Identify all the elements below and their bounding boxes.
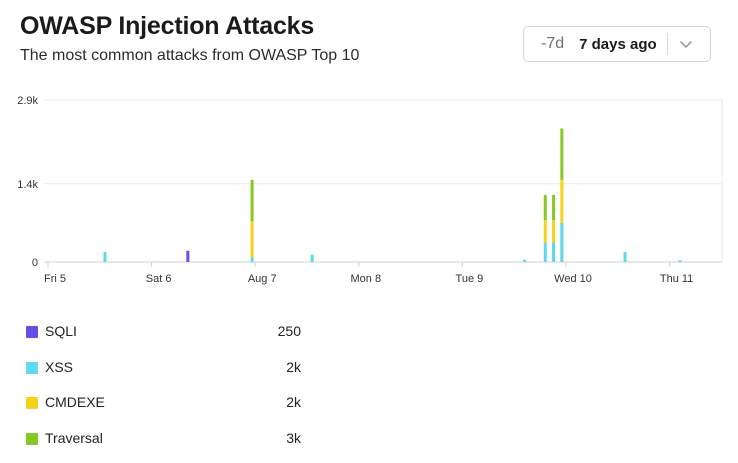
bar-segment-sqli (186, 250, 190, 262)
x-tick-label: Wed 10 (554, 273, 592, 285)
time-range-dropdown[interactable]: -7d 7 days ago (523, 26, 711, 62)
bar-segment-xss (250, 257, 254, 262)
time-range-divider (666, 33, 668, 55)
legend-value: 3k (286, 429, 301, 446)
x-tick-label: Tue 9 (456, 273, 484, 285)
sqli-swatch (26, 326, 38, 338)
legend-item-xss[interactable]: XSS 2k (24, 357, 314, 393)
bar-segment-cmdexe (552, 220, 556, 243)
chevron-down-icon[interactable] (678, 36, 694, 52)
bar-segment-cmdexe (543, 220, 547, 244)
x-tick-label: Fri 5 (44, 273, 66, 285)
attacks-bar-chart: 0 1.4k 2.9k Fri 5 Sat 6 Aug 7 Mon 8 Tue 9 Wed 10… (17, 95, 723, 285)
legend-name: XSS (45, 358, 74, 375)
x-tick-label: Aug 7 (248, 273, 277, 285)
legend-item-cmdexe[interactable]: CMDEXE 2k (24, 392, 314, 428)
chart-legend: SQLI 250 XSS 2k CMDEXE 2k Traversal 3k (24, 321, 314, 463)
time-range-short-label: -7d (541, 35, 565, 52)
legend-item-sqli[interactable]: SQLI 250 (24, 321, 314, 357)
bar-segment-cmdexe (250, 221, 254, 258)
bar-segment-cmdexe (560, 179, 564, 223)
x-tick-label: Mon 8 (351, 273, 382, 285)
bar-segment-xss (560, 222, 564, 262)
legend-name: Traversal (45, 429, 103, 446)
y-tick-label: 2.9k (17, 95, 38, 107)
page-title: OWASP Injection Attacks (20, 12, 315, 40)
legend-value: 2k (286, 358, 301, 375)
legend-name: CMDEXE (45, 394, 105, 410)
bar-segment-xss (623, 251, 627, 262)
bar-segment-xss (523, 259, 527, 262)
time-range-label: 7 days ago (579, 35, 657, 53)
bar-segment-xss (678, 260, 682, 262)
bar-segment-xss (543, 243, 547, 262)
bar-segment-xss (103, 251, 107, 262)
legend-value: 250 (277, 323, 301, 339)
legend-value: 2k (286, 394, 301, 410)
bar-segment-traversal (543, 194, 547, 221)
xss-swatch (26, 361, 38, 374)
bar-segment-traversal (560, 128, 564, 180)
bar-segment-xss (310, 254, 314, 262)
y-tick-label: 1.4k (17, 179, 38, 191)
legend-item-traversal[interactable]: Traversal 3k (24, 428, 314, 463)
legend-name: SQLI (45, 323, 77, 339)
bar-segment-xss (552, 242, 556, 262)
page-subtitle: The most common attacks from OWASP Top 1… (20, 47, 360, 64)
bar-segment-traversal (250, 179, 254, 222)
cmdexe-swatch (26, 397, 38, 409)
traversal-swatch (26, 432, 38, 445)
x-tick-label: Thu 11 (660, 273, 693, 285)
y-tick-label: 0 (32, 257, 38, 269)
bar-segment-traversal (552, 194, 556, 221)
x-tick-label: Sat 6 (146, 273, 172, 285)
